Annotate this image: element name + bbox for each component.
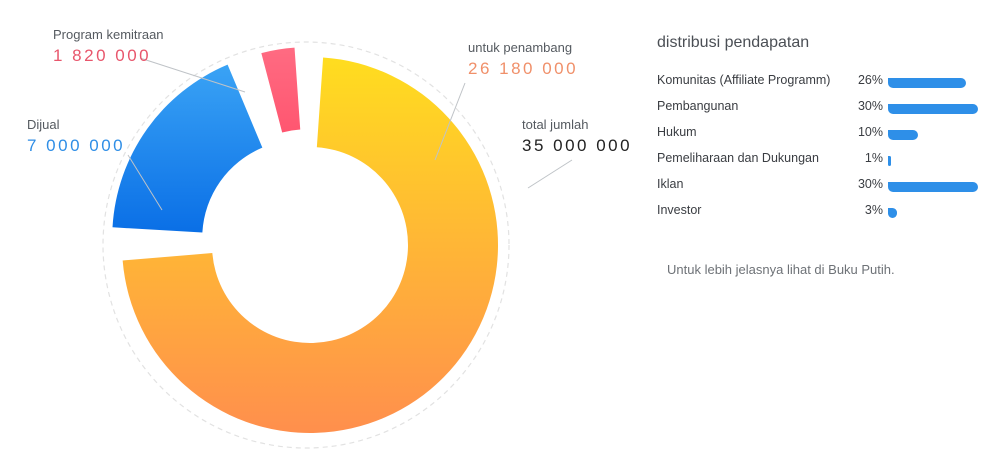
- total-label: total jumlah: [522, 117, 589, 132]
- row-percent: 30%: [857, 177, 883, 191]
- row-percent: 26%: [857, 73, 883, 87]
- row-percent: 10%: [857, 125, 883, 139]
- slice-label: Dijual: [27, 117, 60, 132]
- slice-value: 1 820 000: [53, 46, 152, 65]
- leader-line-total-jumlah: [527, 159, 573, 189]
- slice-value: 7 000 000: [27, 136, 126, 155]
- callout-untuk-penambang: untuk penambang 26 180 000: [468, 40, 578, 79]
- row-percent: 1%: [864, 151, 883, 165]
- total-value: 35 000 000: [522, 136, 633, 155]
- distribution-row: Hukum 10%: [657, 125, 997, 151]
- row-bar: [888, 130, 918, 140]
- row-label: Pemeliharaan dan Dukungan: [657, 151, 819, 165]
- row-bar: [888, 78, 966, 88]
- row-label: Iklan: [657, 177, 684, 191]
- row-label: Investor: [657, 203, 702, 217]
- white-paper-note: Untuk lebih jelasnya lihat di Buku Putih…: [667, 262, 895, 277]
- callout-dijual: Dijual 7 000 000: [27, 117, 125, 156]
- row-bar: [888, 156, 891, 166]
- leader-line-dijual: [127, 154, 163, 211]
- row-label: Hukum: [657, 125, 697, 139]
- distribution-row: Komunitas (Affiliate Programm) 26%: [657, 73, 997, 99]
- row-bar: [888, 182, 978, 192]
- row-percent: 30%: [857, 99, 883, 113]
- leader-line-program-kemitraan: [139, 57, 246, 93]
- slice-value: 26 180 000: [468, 59, 579, 78]
- row-bar: [888, 208, 897, 218]
- callout-total-jumlah: total jumlah 35 000 000: [522, 117, 632, 156]
- distribution-row: Investor 3%: [657, 203, 997, 229]
- row-label: Pembangunan: [657, 99, 739, 113]
- row-bar: [888, 104, 978, 114]
- outer-dashed-ring: [102, 41, 510, 449]
- panel-title: distribusi pendapatan: [657, 34, 810, 51]
- slice-label: untuk penambang: [468, 40, 573, 55]
- distribution-row: Pemeliharaan dan Dukungan 1%: [657, 151, 997, 177]
- row-label: Komunitas (Affiliate Programm): [657, 73, 831, 87]
- row-percent: 3%: [864, 203, 883, 217]
- distribution-row: Pembangunan 30%: [657, 99, 997, 125]
- slice-label: Program kemitraan: [53, 27, 164, 42]
- callout-program-kemitraan: Program kemitraan 1 820 000: [53, 27, 164, 66]
- slice-program-kemitraan: [261, 47, 301, 133]
- leader-line-untuk-penambang: [434, 82, 466, 161]
- distribution-row: Iklan 30%: [657, 177, 997, 203]
- revenue-distribution-panel: distribusi pendapatan Komunitas (Affilia…: [657, 34, 997, 229]
- slice-untuk-penambang: [122, 57, 499, 434]
